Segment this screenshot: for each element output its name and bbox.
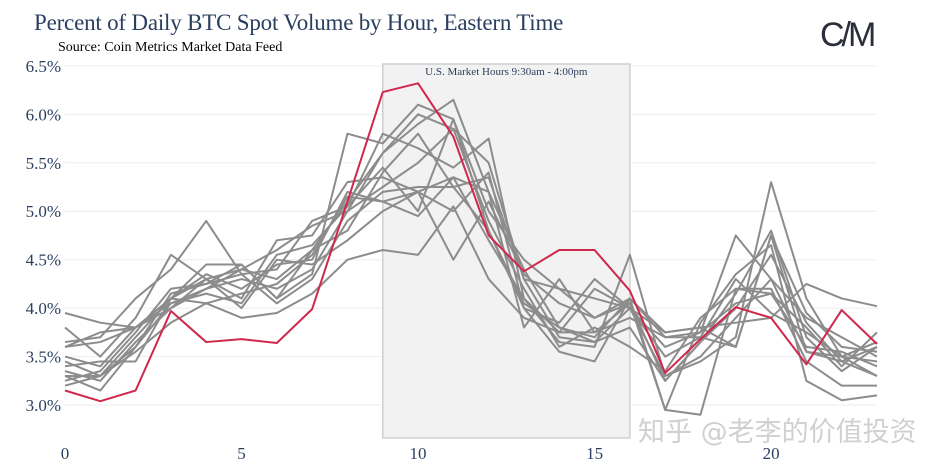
y-tick-label: 4.5%: [26, 251, 61, 270]
y-tick-label: 6.0%: [26, 105, 61, 124]
series-line-s11: [64, 186, 878, 411]
series-line-s13: [64, 118, 878, 368]
highlight-series-line: [64, 82, 878, 403]
y-tick-label: 4.0%: [26, 299, 61, 318]
x-tick-label: 0: [61, 444, 70, 463]
y-tick-label: 3.0%: [26, 396, 61, 415]
market-hours-label: U.S. Market Hours 9:30am - 4:00pm: [425, 66, 588, 78]
y-axis: 3.0% 3.5% 4.0% 4.5% 5.0% 5.5% 6.0% 6.5%: [26, 57, 61, 415]
watermark: 知乎 @老李的价值投资: [638, 417, 917, 448]
x-tick-label: 20: [763, 444, 780, 463]
series-line-s10: [64, 190, 877, 416]
chart-subtitle: Source: Coin Metrics Market Data Feed: [58, 40, 283, 55]
x-axis: 0 5 10 15 20: [61, 444, 780, 463]
x-tick-label: 15: [586, 444, 603, 463]
series-line-s1: [64, 103, 878, 334]
chart-title: Percent of Daily BTC Spot Volume by Hour…: [34, 10, 564, 35]
coin-metrics-logo: C/M: [820, 16, 876, 54]
series-line-s8: [64, 205, 878, 387]
y-tick-label: 5.5%: [26, 154, 61, 173]
x-tick-label: 10: [410, 444, 427, 463]
y-tick-label: 6.5%: [26, 57, 61, 76]
y-tick-label: 5.0%: [26, 202, 61, 221]
x-tick-label: 5: [237, 444, 246, 463]
series-lines: [64, 82, 878, 416]
y-tick-label: 3.5%: [26, 348, 61, 367]
